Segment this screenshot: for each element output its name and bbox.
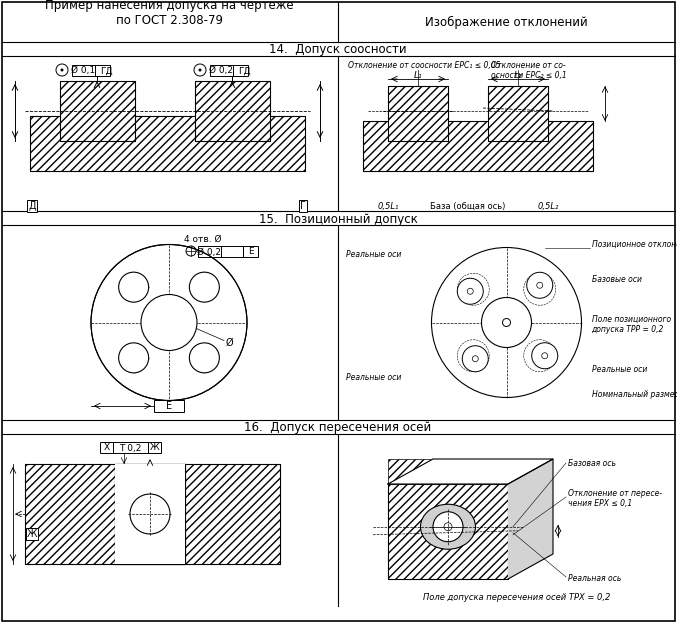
Text: E: E — [166, 401, 172, 411]
Text: Реальные оси: Реальные оси — [346, 373, 401, 382]
Text: 15.  Позиционный допуск: 15. Позиционный допуск — [259, 212, 418, 226]
Text: 16.  Допуск пересечения осей: 16. Допуск пересечения осей — [244, 422, 432, 434]
Bar — [388, 86, 448, 141]
Text: Ж: Ж — [150, 444, 159, 452]
Bar — [115, 464, 185, 564]
Bar — [72, 65, 110, 76]
Text: ГД: ГД — [238, 67, 250, 75]
Text: Г: Г — [300, 201, 306, 211]
Bar — [30, 116, 305, 171]
Bar — [198, 246, 243, 257]
Text: E: E — [248, 247, 254, 257]
Circle shape — [457, 278, 483, 304]
Bar — [388, 484, 508, 579]
Text: Поле позиционного
допуска ТРР = 0,2: Поле позиционного допуска ТРР = 0,2 — [592, 315, 671, 335]
Text: Реальные оси: Реальные оси — [346, 250, 401, 259]
Bar — [25, 464, 280, 564]
Bar — [210, 65, 248, 76]
Bar — [195, 81, 270, 141]
Text: Реальная ось: Реальная ось — [568, 574, 621, 583]
Text: X: X — [104, 444, 110, 452]
Text: Отклонение от соосности ЕРС₁ ≤ 0,05: Отклонение от соосности ЕРС₁ ≤ 0,05 — [348, 61, 500, 70]
Text: Поле допуска пересечения осей ТРХ = 0,2: Поле допуска пересечения осей ТРХ = 0,2 — [423, 594, 610, 602]
Bar — [148, 442, 161, 453]
Bar — [154, 400, 184, 412]
Circle shape — [190, 272, 219, 302]
Circle shape — [198, 69, 202, 72]
Bar — [388, 86, 448, 141]
Text: Отклонение от пересе-
чения ЕРХ ≤ 0,1: Отклонение от пересе- чения ЕРХ ≤ 0,1 — [568, 489, 662, 508]
Bar — [100, 442, 113, 453]
Bar — [388, 484, 508, 579]
Text: Отклонение от со-
осности ЕРС₂ ≤ 0,1: Отклонение от со- осности ЕРС₂ ≤ 0,1 — [491, 61, 567, 80]
Circle shape — [130, 494, 170, 534]
Bar — [115, 464, 185, 564]
Circle shape — [141, 295, 197, 351]
Circle shape — [462, 346, 488, 372]
Bar — [60, 81, 135, 141]
Text: Т 0,2: Т 0,2 — [119, 444, 141, 452]
Circle shape — [91, 244, 247, 401]
Text: Пример нанесения допуска на чертеже
по ГОСТ 2.308-79: Пример нанесения допуска на чертеже по Г… — [45, 0, 293, 27]
Bar — [488, 86, 548, 141]
Circle shape — [531, 343, 558, 369]
Text: ГД: ГД — [100, 67, 112, 75]
Bar — [25, 464, 280, 564]
Text: Ø 0,2: Ø 0,2 — [197, 247, 221, 257]
Text: 0,5L₂: 0,5L₂ — [538, 201, 559, 211]
Circle shape — [60, 69, 64, 72]
Text: L₂: L₂ — [514, 70, 523, 80]
Bar — [363, 121, 593, 171]
Text: Номинальный размер: Номинальный размер — [592, 390, 677, 399]
Text: 14.  Допуск соосности: 14. Допуск соосности — [269, 44, 407, 57]
Text: База (общая ось): База (общая ось) — [431, 201, 506, 211]
Text: 0,5L₁: 0,5L₁ — [377, 201, 399, 211]
Text: Базовая ось: Базовая ось — [568, 459, 616, 468]
Bar — [363, 121, 593, 171]
Bar — [30, 116, 305, 171]
Text: Реальные оси: Реальные оси — [592, 365, 647, 374]
Text: L₁: L₁ — [414, 70, 422, 80]
Bar — [388, 459, 508, 484]
Text: Ø 0,1: Ø 0,1 — [71, 67, 95, 75]
Text: Ж: Ж — [27, 529, 37, 539]
Polygon shape — [388, 459, 553, 484]
Text: 4 отв. Ø: 4 отв. Ø — [184, 235, 221, 244]
Bar — [115, 464, 185, 564]
Circle shape — [527, 272, 552, 298]
Text: Ø: Ø — [225, 338, 233, 348]
Circle shape — [190, 343, 219, 373]
Circle shape — [118, 343, 149, 373]
Circle shape — [433, 511, 463, 542]
Bar — [60, 81, 135, 141]
Text: Базовые оси: Базовые оси — [592, 275, 642, 284]
Ellipse shape — [420, 504, 475, 549]
Circle shape — [431, 247, 582, 397]
Bar — [195, 81, 270, 141]
Bar — [488, 86, 548, 141]
Circle shape — [481, 298, 531, 348]
Circle shape — [118, 272, 149, 302]
Text: Ø 0,2: Ø 0,2 — [209, 67, 233, 75]
Bar — [113, 442, 148, 453]
Polygon shape — [508, 459, 553, 579]
Text: Позиционное отклонение ЕРР ≤ 0,1: Позиционное отклонение ЕРР ≤ 0,1 — [592, 240, 677, 249]
Text: Изображение отклонений: Изображение отклонений — [425, 16, 588, 29]
Bar — [243, 246, 258, 257]
Text: Д: Д — [28, 201, 36, 211]
